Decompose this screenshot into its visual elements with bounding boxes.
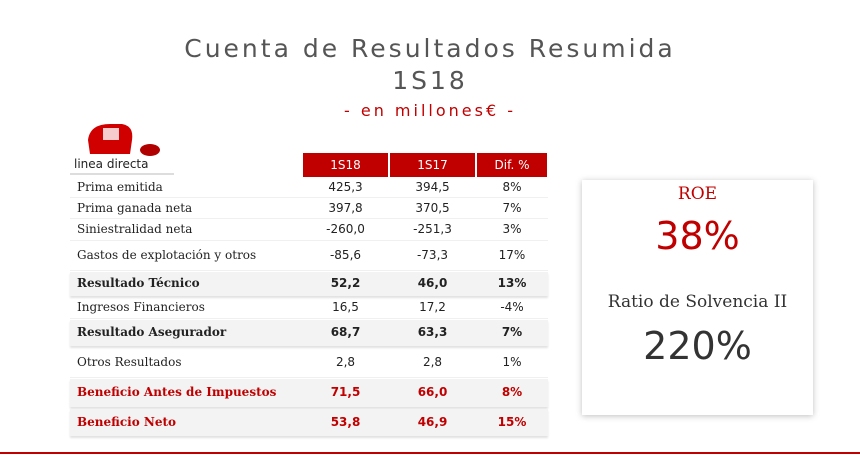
cell-value: 71,5 (330, 385, 361, 399)
cell-value: 8% (501, 385, 523, 399)
table-row: Beneficio Antes de Impuestos 71,5 66,0 8% (70, 379, 548, 407)
kpi-value: 38% (655, 214, 740, 258)
cell-value: -73,3 (416, 248, 449, 262)
row-label: Beneficio Neto (77, 414, 177, 429)
row-label: Otros Resultados (77, 354, 182, 369)
kpi-label: Ratio de Solvencia II (607, 292, 788, 312)
kpi-box: ROE 38% Ratio de Solvencia II 220% (582, 180, 813, 415)
row-label: Gastos de explotación y otros (77, 248, 257, 262)
table-row: Resultado Asegurador 68,7 63,3 7% (70, 320, 548, 346)
cell-value: 7% (502, 200, 522, 215)
table-row: Gastos de explotación y otros -85,6 -73,3 1… (70, 242, 548, 271)
kpi-label: ROE (677, 184, 718, 204)
row-label: Ingresos Financieros (77, 300, 205, 314)
cell-value: 2,8 (422, 354, 443, 369)
column-header: Dif. % (477, 153, 547, 177)
cell-value: 68,7 (330, 325, 361, 339)
cell-value: 394,5 (415, 179, 450, 194)
table-row: Siniestralidad neta -260,0 -251,3 3% (70, 220, 548, 241)
cell-value: 46,9 (417, 414, 448, 429)
cell-value: 17% (498, 248, 526, 262)
table-row: Prima emitida 425,3 394,5 8% (70, 178, 548, 198)
cell-value: 8% (502, 179, 522, 194)
title: Cuenta de Resultados Resumida (184, 34, 676, 63)
table-row: Beneficio Neto 53,8 46,9 15% (70, 409, 548, 436)
table-row: Otros Resultados 2,8 2,8 1% (70, 348, 548, 378)
logo: linea directa (70, 124, 174, 175)
column-header: 1S18 (303, 153, 388, 177)
row-label: Beneficio Antes de Impuestos (77, 385, 277, 399)
cell-value: 397,8 (328, 200, 363, 215)
subtitle: - en millones€ - (344, 101, 516, 120)
cell-value: 63,3 (417, 325, 448, 339)
row-label: Prima ganada neta (77, 200, 193, 215)
column-header: 1S17 (390, 153, 475, 177)
cell-value: 15% (497, 414, 527, 429)
cell-value: 13% (497, 276, 527, 290)
cell-value: 46,0 (417, 276, 448, 290)
cell-value: -251,3 (413, 222, 452, 236)
kpi-value: 220% (643, 324, 752, 368)
row-label: Siniestralidad neta (77, 222, 193, 236)
table-row: Prima ganada neta 397,8 370,5 7% (70, 199, 548, 219)
cell-value: 66,0 (417, 385, 448, 399)
logo-text: linea directa (74, 157, 148, 171)
cell-value: 425,3 (328, 179, 363, 194)
cell-value: 52,2 (330, 276, 361, 290)
row-label: Resultado Asegurador (77, 325, 227, 339)
cell-value: -4% (500, 300, 524, 314)
cell-value: 17,2 (419, 300, 446, 314)
cell-value: 2,8 (335, 354, 356, 369)
cell-value: 370,5 (415, 200, 450, 215)
table-row: Ingresos Financieros 16,5 17,2 -4% (70, 298, 548, 319)
cell-value: 53,8 (330, 414, 361, 429)
period: 1S18 (392, 66, 468, 95)
cell-value: 16,5 (332, 300, 359, 314)
footer-line (0, 452, 860, 454)
row-label: Prima emitida (77, 179, 163, 194)
row-label: Resultado Técnico (77, 276, 200, 290)
cell-value: 7% (501, 325, 523, 339)
cell-value: -260,0 (326, 222, 365, 236)
cell-value: -85,6 (329, 248, 362, 262)
cell-value: 3% (502, 222, 522, 236)
cell-value: 1% (502, 354, 522, 369)
table-row: Resultado Técnico 52,2 46,0 13% (70, 272, 548, 296)
